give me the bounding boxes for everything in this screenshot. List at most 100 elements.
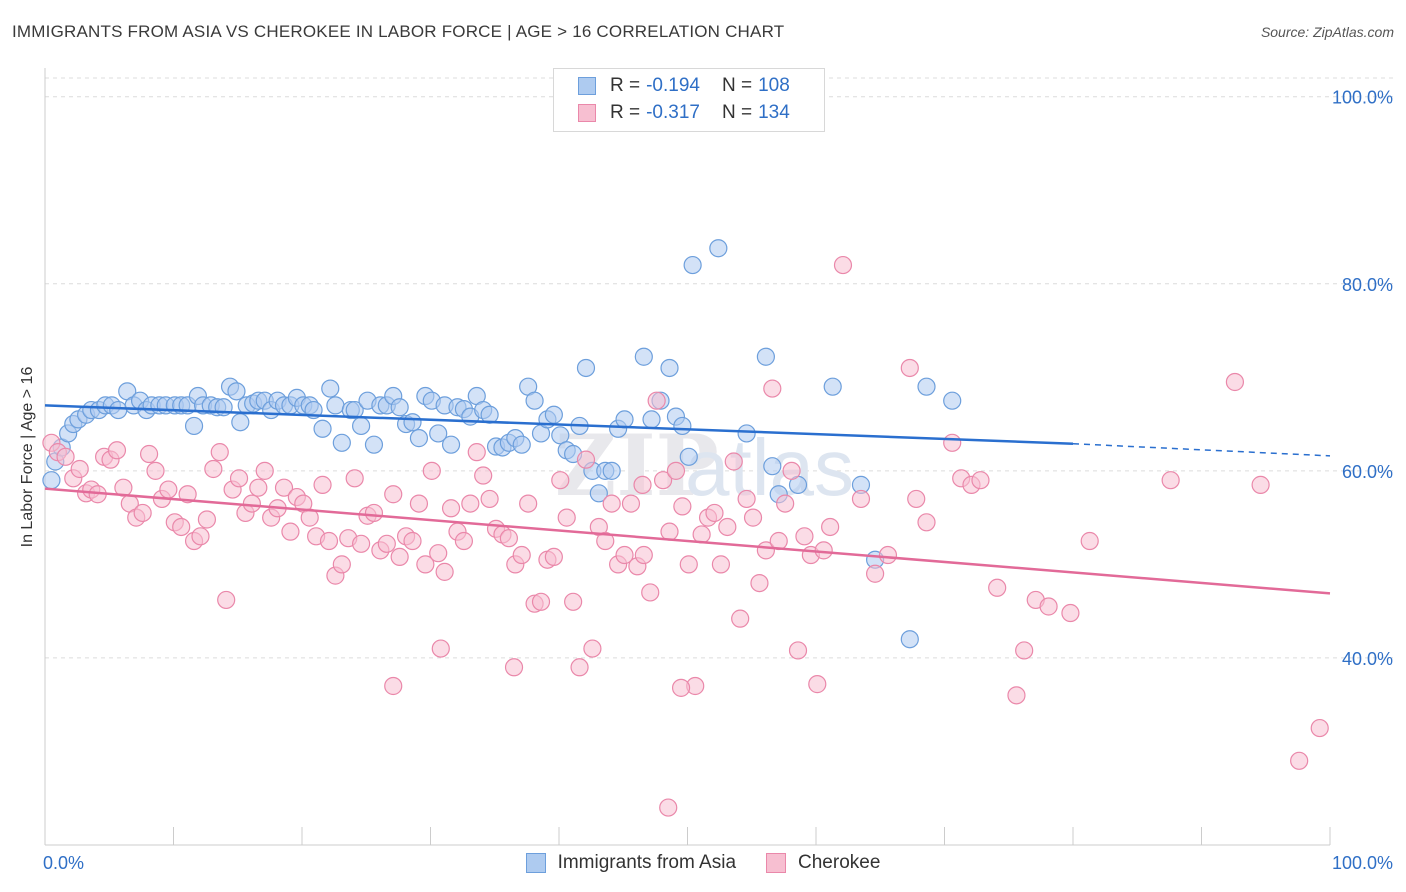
- data-point-asia: [345, 400, 364, 420]
- data-point-asia: [642, 410, 661, 429]
- data-point-asia: [480, 405, 499, 424]
- data-point-asia: [332, 433, 351, 452]
- data-point-cherokee: [480, 489, 499, 509]
- data-point-cherokee: [70, 459, 89, 479]
- data-point-cherokee: [671, 678, 691, 697]
- data-point-cherokee: [641, 583, 660, 602]
- stats-legend: R = -0.194 N = 108 R = -0.317 N = 134: [553, 68, 825, 132]
- data-point-asia: [823, 377, 842, 396]
- n-label: N =: [721, 75, 753, 96]
- data-point-asia: [326, 396, 345, 415]
- data-point-cherokee: [210, 443, 229, 462]
- trend-line-asia: [44, 404, 1074, 445]
- data-point-asia: [512, 435, 531, 454]
- x-tick-label: 100.0%: [1332, 853, 1393, 873]
- data-point-cherokee: [1061, 603, 1080, 623]
- data-point-cherokee: [197, 510, 217, 529]
- data-point-asia: [231, 413, 250, 432]
- data-point-cherokee: [319, 531, 339, 551]
- source-label: Source: ZipAtlas.com: [1260, 24, 1394, 40]
- data-point-asia: [441, 435, 461, 454]
- data-point-asia: [42, 471, 61, 490]
- data-point-asia: [763, 457, 782, 476]
- data-point-cherokee: [808, 675, 827, 694]
- data-point-cherokee: [499, 529, 518, 548]
- data-point-asia: [321, 379, 340, 398]
- data-point-asia: [109, 400, 128, 420]
- y-tick-label: 100.0%: [1332, 88, 1393, 108]
- data-point-asia: [660, 358, 679, 378]
- y-tick-label: 60.0%: [1342, 462, 1393, 482]
- data-point-cherokee: [900, 358, 919, 378]
- y-tick-label: 40.0%: [1342, 649, 1393, 669]
- data-point-cherokee: [133, 503, 152, 523]
- data-point-asia: [673, 416, 692, 436]
- data-point-cherokee: [1039, 597, 1058, 616]
- data-point-cherokee: [833, 255, 853, 275]
- data-point-cherokee: [718, 517, 737, 537]
- data-point-cherokee: [1007, 686, 1026, 705]
- data-point-cherokee: [255, 461, 274, 480]
- data-point-asia: [602, 461, 621, 480]
- data-point-asia: [737, 424, 756, 443]
- data-point-asia: [227, 382, 246, 401]
- data-point-cherokee: [519, 494, 538, 513]
- data-point-cherokee: [602, 494, 621, 513]
- data-point-cherokee: [377, 534, 396, 553]
- data-point-cherokee: [435, 562, 454, 581]
- legend-item-asia[interactable]: Immigrants from Asia: [525, 852, 736, 874]
- data-point-cherokee: [851, 489, 871, 509]
- data-point-cherokee: [795, 527, 814, 546]
- data-point-cherokee: [461, 494, 480, 513]
- data-point-cherokee: [583, 639, 602, 658]
- data-point-asia: [403, 413, 422, 432]
- data-point-cherokee: [429, 544, 448, 563]
- n-label: N =: [721, 102, 753, 123]
- data-point-asia: [352, 416, 371, 436]
- data-point-cherokee: [504, 658, 524, 677]
- data-point-cherokee: [229, 469, 249, 488]
- chart-title: IMMIGRANTS FROM ASIA VS CHEROKEE IN LABO…: [12, 22, 785, 41]
- data-point-cherokee: [384, 485, 403, 504]
- r-label: R =: [610, 102, 641, 123]
- data-point-cherokee: [352, 534, 371, 553]
- data-point-asia: [364, 435, 384, 454]
- data-point-cherokee: [570, 658, 589, 677]
- data-point-cherokee: [384, 676, 403, 696]
- data-point-cherokee: [1290, 751, 1309, 770]
- stats-row-asia: R = -0.194 N = 108: [578, 75, 790, 97]
- data-point-cherokee: [531, 592, 551, 611]
- data-point-cherokee: [653, 471, 673, 490]
- data-point-cherokee: [1310, 718, 1329, 738]
- data-point-cherokee: [724, 452, 743, 471]
- data-point-cherokee: [454, 531, 474, 551]
- data-point-cherokee: [943, 433, 962, 452]
- data-point-asia: [525, 391, 544, 410]
- data-point-cherokee: [416, 555, 435, 574]
- data-point-cherokee: [551, 471, 570, 490]
- data-point-cherokee: [564, 592, 583, 611]
- data-point-cherokee: [332, 555, 351, 574]
- data-point-cherokee: [776, 494, 795, 513]
- n-value-asia: 108: [758, 75, 790, 96]
- data-point-cherokee: [907, 489, 926, 509]
- data-point-asia: [551, 426, 570, 445]
- data-point-cherokee: [313, 475, 332, 494]
- legend-swatch-pink: [578, 104, 596, 122]
- data-point-cherokee: [659, 798, 678, 817]
- data-point-cherokee: [814, 541, 833, 560]
- data-point-cherokee: [634, 545, 653, 565]
- data-point-cherokee: [679, 555, 698, 574]
- legend-item-cherokee[interactable]: Cherokee: [766, 852, 880, 874]
- data-point-cherokee: [178, 485, 197, 504]
- series-legend: Immigrants from Asia Cherokee: [0, 852, 1406, 874]
- data-point-asia: [634, 347, 653, 366]
- data-point-cherokee: [139, 444, 159, 464]
- data-point-cherokee: [633, 475, 652, 494]
- data-point-cherokee: [576, 450, 596, 469]
- r-value-asia: -0.194: [646, 75, 700, 96]
- data-point-cherokee: [788, 641, 808, 660]
- data-point-cherokee: [107, 441, 127, 460]
- data-point-asia: [313, 419, 332, 438]
